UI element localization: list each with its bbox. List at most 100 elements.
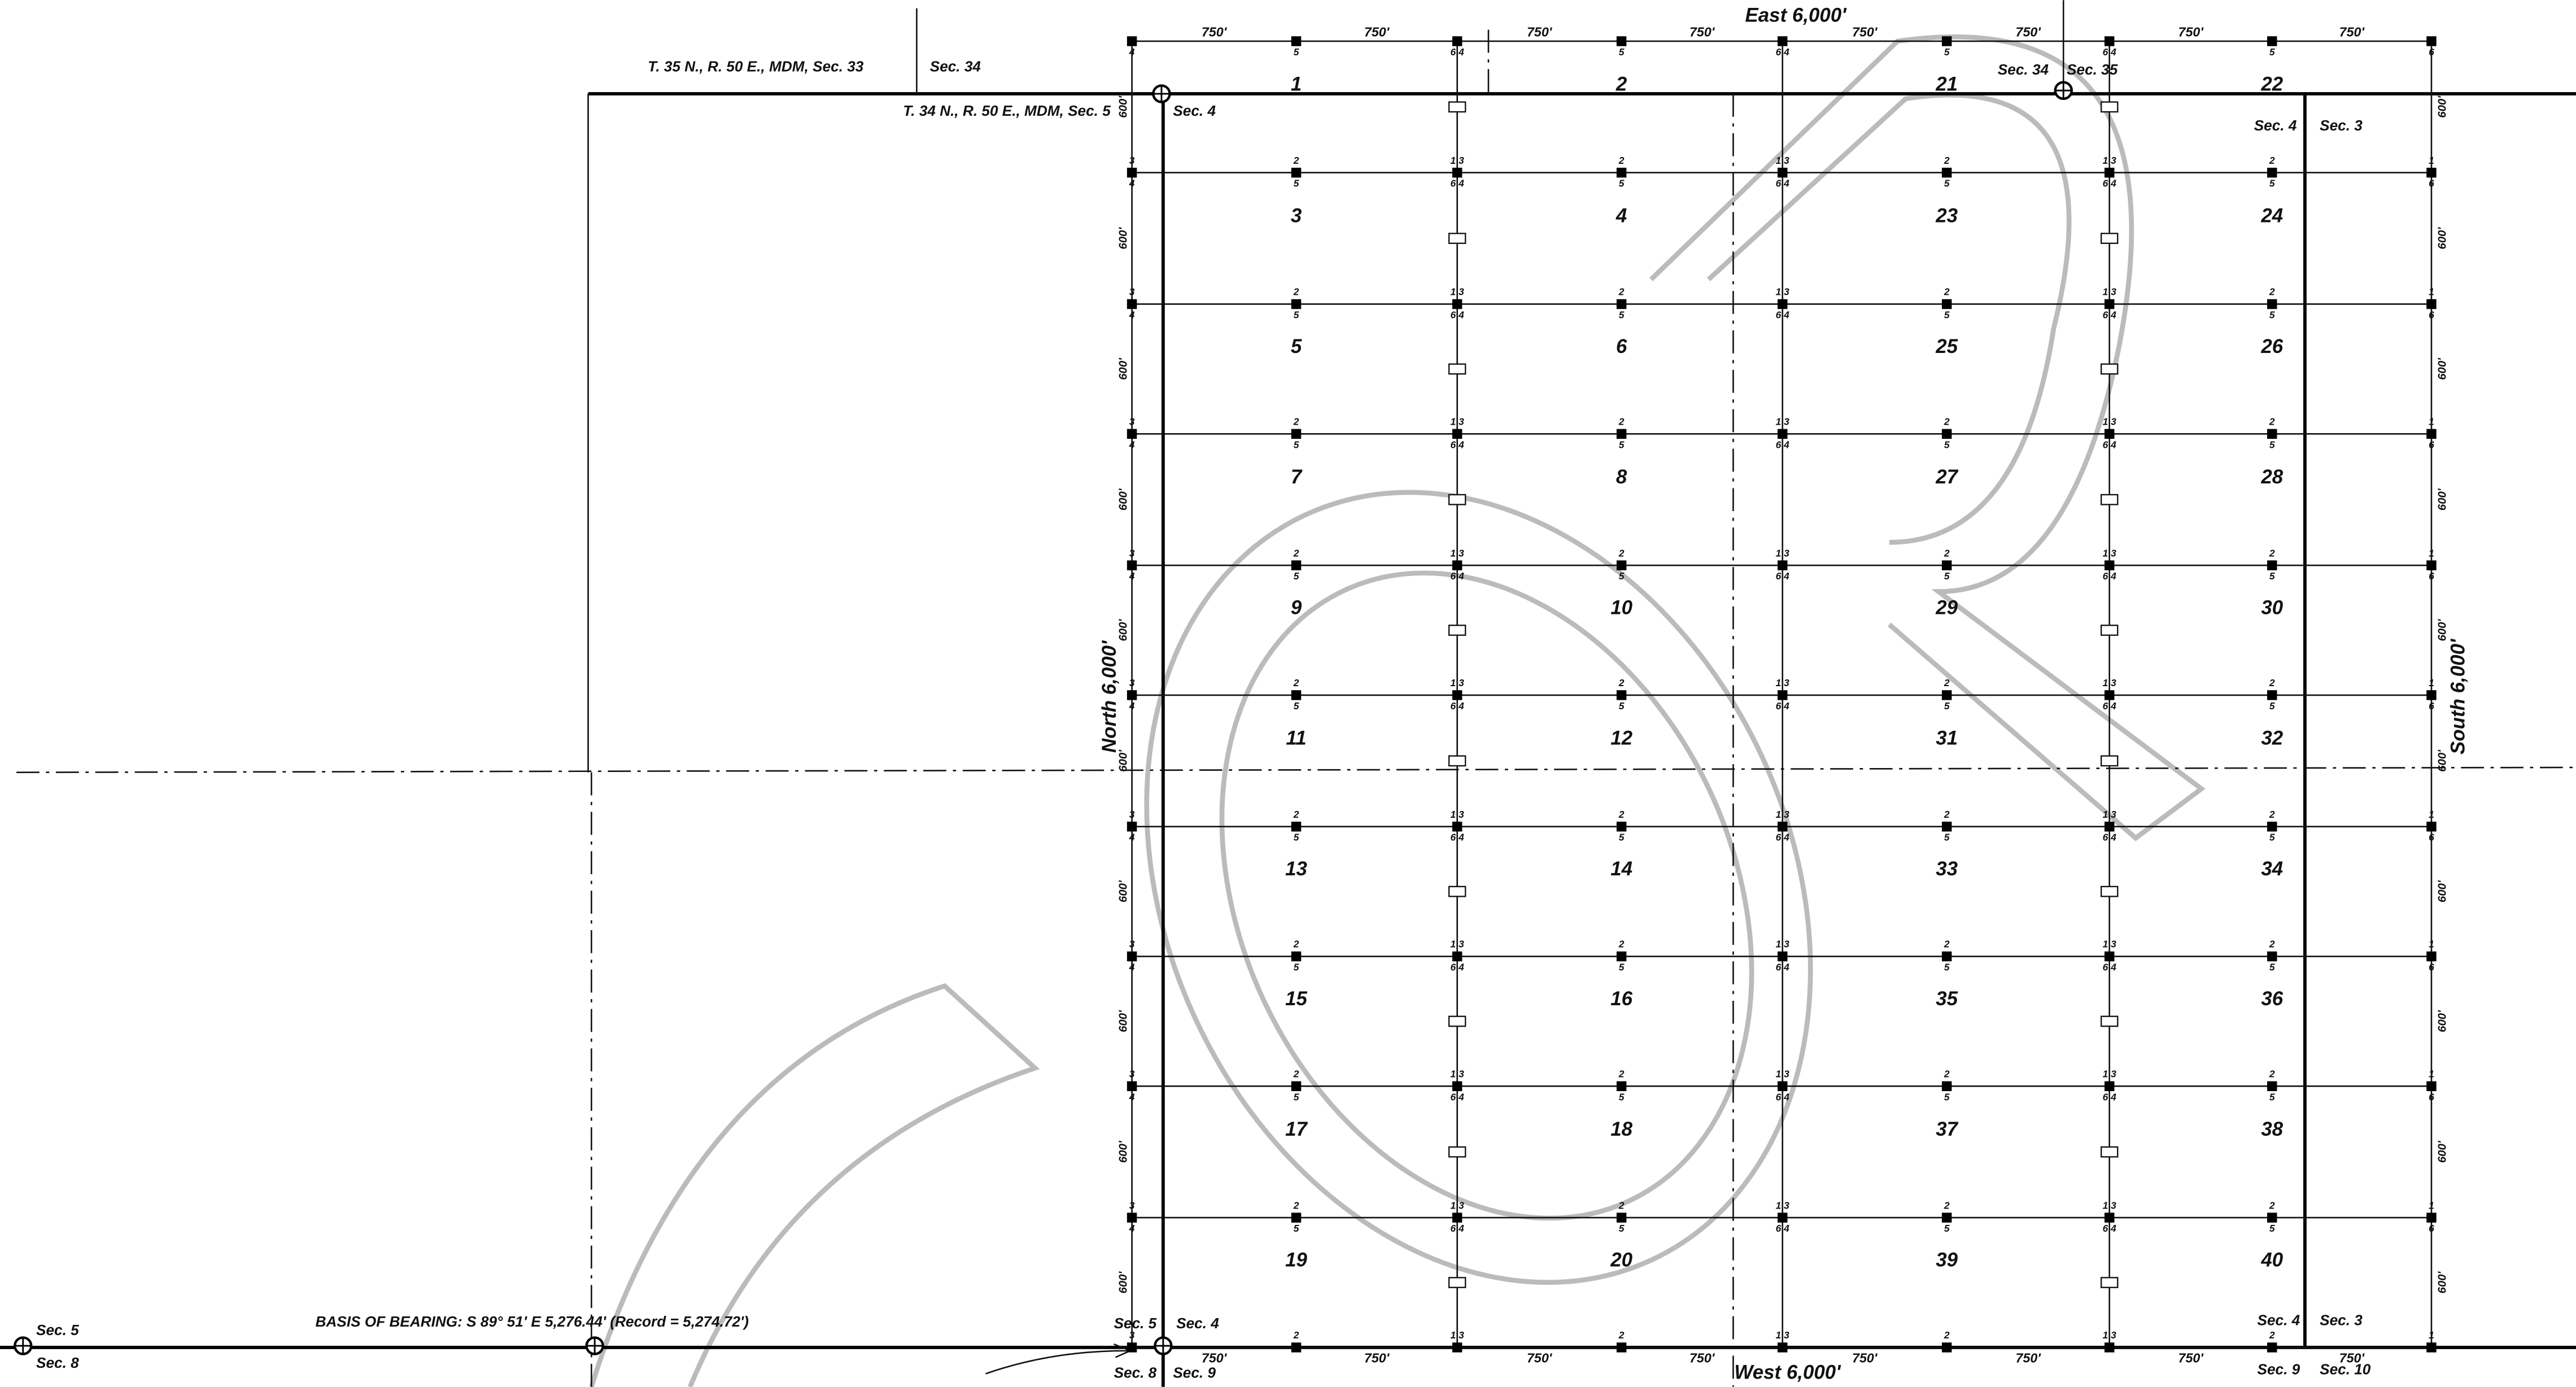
corner-marker bbox=[1127, 690, 1137, 700]
corner-label: 2 bbox=[1944, 939, 1950, 950]
center-marker bbox=[1448, 363, 1466, 375]
section-label: Sec. 8 bbox=[1114, 1364, 1157, 1381]
corner-label: 3 bbox=[1129, 155, 1135, 166]
dimension-label: 750' bbox=[1527, 25, 1553, 40]
corner-label: 1 3 bbox=[2103, 286, 2117, 298]
monument bbox=[1155, 1337, 1172, 1354]
corner-label: 4 bbox=[1129, 46, 1135, 58]
corner-label: 6 4 bbox=[2103, 46, 2117, 58]
corner-label: 2 bbox=[2269, 286, 2275, 298]
corner-marker bbox=[1616, 429, 1627, 439]
corner-label: 2 bbox=[1618, 155, 1625, 166]
corner-label: 5 bbox=[1619, 46, 1625, 58]
south-label: South 6,000' bbox=[2447, 638, 2469, 754]
corner-marker bbox=[1127, 1081, 1137, 1092]
corner-marker bbox=[2267, 167, 2277, 178]
center-marker bbox=[2101, 755, 2119, 767]
corner-label: 6 bbox=[2429, 700, 2434, 712]
corner-marker bbox=[1778, 821, 1788, 832]
claim-number: 31 bbox=[1936, 727, 1958, 749]
corner-marker bbox=[2426, 429, 2437, 439]
corner-marker bbox=[2267, 1212, 2277, 1223]
corner-label: 6 4 bbox=[1451, 178, 1465, 189]
center-marker bbox=[2101, 101, 2119, 113]
corner-label: 2 bbox=[1293, 547, 1299, 559]
corner-label: 5 bbox=[2269, 832, 2275, 843]
corner-label: 5 bbox=[1619, 178, 1625, 189]
claim-number: 26 bbox=[2260, 335, 2283, 357]
claim-number: 27 bbox=[1935, 466, 1958, 488]
corner-label: 3 bbox=[1129, 809, 1135, 820]
corner-label: 2 bbox=[1618, 1068, 1625, 1080]
corner-marker bbox=[1616, 1342, 1627, 1353]
claim-number: 25 bbox=[1935, 335, 1958, 357]
claim-number: 4 bbox=[1616, 204, 1627, 226]
corner-label: 5 bbox=[2269, 178, 2275, 189]
claim-number: 23 bbox=[1935, 204, 1958, 226]
corner-label: 2 bbox=[1293, 1329, 1299, 1341]
corner-label: 2 bbox=[1618, 809, 1625, 820]
corner-label: 5 bbox=[1944, 961, 1950, 972]
corner-marker bbox=[1291, 429, 1302, 439]
dimension-label: 600' bbox=[2437, 488, 2449, 511]
dimension-label: 600' bbox=[2437, 357, 2449, 380]
center-marker bbox=[1448, 625, 1466, 636]
corner-label: 5 bbox=[1294, 309, 1299, 320]
corner-label: 2 bbox=[1944, 1068, 1950, 1080]
corner-label: 5 bbox=[1619, 961, 1625, 972]
corner-marker bbox=[1941, 821, 1952, 832]
corner-label: 6 4 bbox=[2103, 1223, 2117, 1234]
corner-marker bbox=[1941, 951, 1952, 962]
corner-marker bbox=[1291, 951, 1302, 962]
corner-label: 1 3 bbox=[1451, 939, 1465, 950]
corner-label: 5 bbox=[1619, 1223, 1625, 1234]
corner-label: 1 3 bbox=[1776, 547, 1790, 559]
corner-marker bbox=[1127, 299, 1137, 309]
center-marker bbox=[1448, 1146, 1466, 1158]
corner-label: 3 bbox=[1129, 1068, 1135, 1080]
corner-label: 2 bbox=[1944, 416, 1950, 428]
corner-label: 2 bbox=[1618, 1329, 1625, 1341]
corner-label: 1 3 bbox=[1451, 547, 1465, 559]
corner-label: 6 4 bbox=[1776, 178, 1790, 189]
corner-label: 2 bbox=[1293, 1068, 1299, 1080]
monument bbox=[1153, 85, 1170, 102]
corner-label: 6 4 bbox=[2103, 309, 2117, 320]
corner-label: 6 4 bbox=[1451, 700, 1465, 712]
dimension-label: 750' bbox=[1364, 1350, 1390, 1365]
claim-number: 36 bbox=[2261, 988, 2283, 1010]
corner-label: 6 bbox=[2429, 1091, 2434, 1102]
dimension-label: 600' bbox=[2437, 1140, 2449, 1163]
corner-label: 1 bbox=[2429, 939, 2434, 950]
corner-label: 5 bbox=[1944, 178, 1950, 189]
center-marker bbox=[2101, 494, 2119, 505]
corner-marker bbox=[1127, 429, 1137, 439]
corner-label: 6 4 bbox=[1776, 832, 1790, 843]
corner-marker bbox=[1291, 36, 1302, 46]
dimension-label: 600' bbox=[1117, 618, 1129, 641]
corner-label: 1 3 bbox=[2103, 416, 2117, 428]
section-label: Sec. 9 bbox=[2258, 1361, 2300, 1378]
corner-label: 6 4 bbox=[1776, 700, 1790, 712]
corner-label: 5 bbox=[2269, 700, 2275, 712]
corner-marker bbox=[1941, 1212, 1952, 1223]
corner-label: 1 bbox=[2429, 155, 2434, 166]
corner-label: 3 bbox=[1129, 416, 1135, 428]
corner-label: 3 bbox=[1129, 677, 1135, 688]
section-label: Sec. 9 bbox=[1173, 1364, 1216, 1381]
section-label: Sec. 10 bbox=[2320, 1361, 2371, 1378]
corner-label: 1 3 bbox=[1451, 416, 1465, 428]
corner-label: 5 bbox=[1944, 439, 1950, 450]
section-label: T. 34 N., R. 50 E., MDM, Sec. 5 bbox=[903, 102, 1111, 119]
corner-label: 2 bbox=[1293, 939, 1299, 950]
corner-marker bbox=[1127, 36, 1137, 46]
corner-label: 2 bbox=[1618, 416, 1625, 428]
corner-label: 6 4 bbox=[1451, 832, 1465, 843]
corner-label: 5 bbox=[1619, 439, 1625, 450]
corner-marker bbox=[2426, 1212, 2437, 1223]
corner-marker bbox=[1778, 429, 1788, 439]
corner-label: 1 3 bbox=[2103, 155, 2117, 166]
corner-label: 1 3 bbox=[1451, 155, 1465, 166]
corner-marker bbox=[1291, 1342, 1302, 1353]
corner-label: 2 bbox=[1618, 286, 1625, 298]
